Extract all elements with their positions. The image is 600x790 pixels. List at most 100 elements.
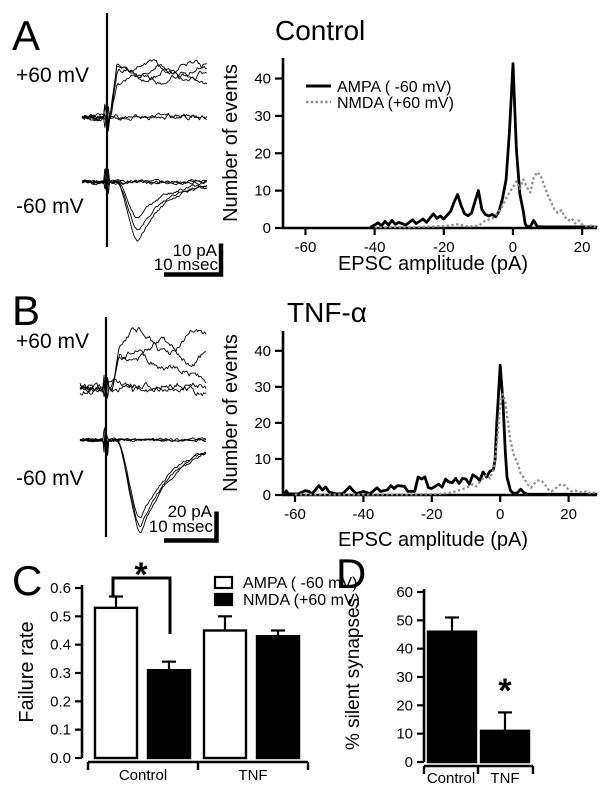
y-tick-label: 40 (254, 71, 271, 88)
y-tick-label: 0.2 (50, 693, 71, 710)
x-tick-label: 20 (560, 506, 577, 523)
panel-a-traces (81, 13, 208, 247)
legend-ampa-label: AMPA ( -60 mV) (337, 79, 451, 96)
category-label: TNF (490, 770, 519, 787)
trace-sweep (81, 167, 208, 231)
trace-sweep (81, 71, 208, 130)
curve-nmda (295, 393, 597, 496)
panel-b-xlabel: EPSC amplitude (pA) (338, 529, 528, 551)
bar (255, 634, 301, 760)
panel-a-scalebar (164, 243, 224, 277)
curve-ampa (369, 62, 598, 229)
panel-d-sig-asterisk: * (498, 672, 512, 710)
y-tick-label: 10 (396, 726, 413, 743)
panel-a-histogram: -60 -40 -20 0 20 0 10 20 30 40 (254, 58, 598, 256)
panel-b-title: TNF-α (287, 297, 367, 328)
legend-nmda-label: NMDA (+60 mV) (243, 592, 360, 609)
y-tick-label: 30 (254, 108, 271, 125)
legend-nmda-label: NMDA (+60 mV) (337, 95, 454, 112)
x-tick-label: -20 (421, 506, 443, 523)
y-tick-label: 20 (396, 697, 413, 714)
panel-a-scale-msec: 10 msec (154, 255, 219, 274)
panel-b-scalebar (164, 511, 219, 543)
y-tick-label: 10 (254, 451, 271, 468)
y-tick-label: 20 (254, 145, 271, 162)
x-tick-label: 0 (509, 239, 517, 256)
y-tick-label: 30 (254, 379, 271, 396)
y-tick-label: 40 (254, 343, 271, 360)
x-tick-label: -40 (364, 239, 386, 256)
curve-nmda (374, 170, 597, 229)
x-tick-label: -60 (284, 506, 306, 523)
y-tick-label: 0.5 (50, 608, 71, 625)
panel-a-letter: A (12, 12, 40, 59)
x-tick-label: -60 (295, 239, 317, 256)
panel-c-legend: AMPA ( -60 mV) NMDA (+60 mV) (213, 575, 360, 609)
category-label: Control (119, 767, 167, 784)
bar (202, 629, 248, 760)
trace-sweep (81, 179, 207, 219)
panel-a-title: Control (275, 15, 365, 46)
curve-ampa (283, 363, 598, 496)
panel-c-ylabel: Failure rate (16, 621, 38, 722)
y-tick-label: 0 (405, 754, 413, 771)
panel-d-letter: D (336, 550, 366, 597)
trace-sweep (79, 437, 207, 456)
y-tick-label: 0.4 (50, 637, 71, 654)
panel-b-plus60-label: +60 mV (16, 330, 89, 353)
y-tick-label: 0.1 (50, 722, 71, 739)
trace-sweep (79, 433, 207, 518)
panel-b-scale-pa: 20 pA (168, 502, 213, 521)
trace-sweep (82, 168, 208, 190)
panel-d-bars: 0 10 20 30 40 50 60 Control TNF (396, 584, 535, 787)
y-tick-label: 0.3 (50, 665, 71, 682)
panel-b-histogram: -60 -40 -20 0 20 0 10 20 30 40 (254, 331, 598, 523)
y-tick-label: 0 (263, 220, 271, 237)
y-tick-label: 10 (254, 183, 271, 200)
panel-a-ylabel: Number of events (220, 64, 242, 222)
panel-c-letter: C (12, 557, 42, 604)
y-tick-label: 30 (396, 669, 413, 686)
panel-b-traces (79, 317, 207, 537)
panel-b-ylabel: Number of events (220, 334, 242, 492)
y-tick-label: 0.6 (50, 580, 71, 597)
bar (426, 630, 478, 764)
y-tick-label: 60 (396, 584, 413, 601)
y-tick-label: 0.0 (50, 750, 71, 767)
panel-c-sig-asterisk: * (134, 556, 148, 594)
y-tick-label: 0 (263, 487, 271, 504)
legend-ampa-label: AMPA ( -60 mV) (243, 575, 357, 592)
x-tick-label: -40 (353, 506, 375, 523)
trace-sweep (81, 113, 207, 130)
x-tick-label: 20 (574, 239, 591, 256)
legend-ampa-swatch (213, 575, 234, 590)
panel-a-scale-pa: 10 pA (173, 241, 218, 260)
x-tick-label: -20 (433, 239, 455, 256)
trace-sweep (81, 105, 208, 122)
panel-a-minus60-label: -60 mV (16, 195, 84, 218)
panel-a-legend: AMPA ( -60 mV) NMDA (+60 mV) (306, 79, 454, 112)
panel-b-scale-msec: 10 msec (149, 517, 214, 536)
category-label: TNF (238, 767, 267, 784)
x-tick-label: 0 (496, 506, 504, 523)
y-tick-label: 40 (396, 641, 413, 658)
panel-a-plus60-label: +60 mV (16, 64, 89, 87)
trace-sweep (79, 349, 207, 405)
bar (479, 729, 531, 764)
panel-c-sig-bracket (111, 576, 172, 634)
bar (146, 668, 192, 760)
bar (93, 606, 139, 760)
trace-sweep (79, 375, 207, 393)
panel-c-bars: 0.0 0.1 0.2 0.3 0.4 0.5 0.6 Control TNF (50, 580, 310, 784)
panel-b-letter: B (12, 287, 40, 334)
legend-nmda-swatch (213, 592, 234, 607)
trace-sweep (79, 378, 207, 397)
panel-d-ylabel: % silent synapses (343, 598, 364, 750)
panel-b-minus60-label: -60 mV (16, 467, 84, 490)
trace-sweep (81, 63, 208, 121)
y-tick-label: 50 (396, 612, 413, 629)
category-label: Control (427, 770, 475, 787)
y-tick-label: 20 (254, 415, 271, 432)
